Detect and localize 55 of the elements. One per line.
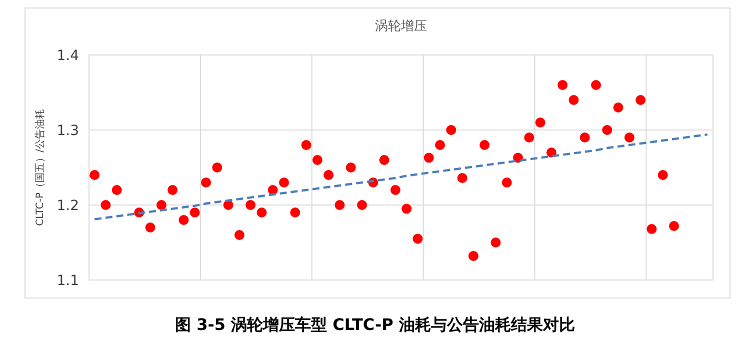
point <box>145 222 156 232</box>
point <box>301 140 312 150</box>
point <box>613 102 624 112</box>
point <box>90 170 100 180</box>
point <box>334 200 345 210</box>
point <box>234 230 244 240</box>
y-axis-title: CLTC-P（国五）/公告油耗 <box>34 109 46 226</box>
point <box>290 208 300 218</box>
point <box>357 200 367 210</box>
point <box>457 173 468 183</box>
point <box>402 204 412 214</box>
point <box>580 132 590 142</box>
point <box>156 200 166 210</box>
point <box>502 178 512 188</box>
point <box>390 185 400 195</box>
point <box>112 185 122 195</box>
point <box>624 132 634 142</box>
point <box>100 200 111 210</box>
point <box>535 118 546 128</box>
y-tick-label: 1.2 <box>56 198 79 214</box>
point <box>324 170 334 180</box>
point <box>468 251 478 261</box>
point <box>658 170 668 180</box>
point <box>212 162 222 172</box>
point <box>168 185 178 195</box>
caption: 图 3-5 涡轮增压车型 CLTC-P 油耗与公告油耗结果对比 <box>175 315 575 334</box>
point <box>201 178 211 188</box>
y-tick-label: 1.1 <box>56 273 79 289</box>
point <box>636 95 646 105</box>
point <box>379 155 390 165</box>
point <box>546 148 556 158</box>
point <box>602 125 612 135</box>
point <box>412 234 423 244</box>
point <box>646 224 657 234</box>
point <box>279 178 289 188</box>
point <box>558 80 568 90</box>
line-series <box>93 133 709 220</box>
point <box>490 238 501 248</box>
point <box>424 152 434 163</box>
point <box>312 155 322 165</box>
y-tick-label: 1.3 <box>56 123 79 139</box>
point <box>480 140 490 150</box>
point <box>669 221 679 231</box>
y-tick-label: 1.4 <box>56 48 80 64</box>
point <box>435 140 445 150</box>
chart-title: 涡轮增压 <box>375 19 427 34</box>
point <box>524 132 534 142</box>
point <box>178 215 189 225</box>
point <box>591 80 601 90</box>
point <box>246 200 256 210</box>
point <box>190 208 200 218</box>
point <box>346 162 356 172</box>
point <box>256 208 267 218</box>
point <box>568 95 579 105</box>
point <box>446 125 456 135</box>
